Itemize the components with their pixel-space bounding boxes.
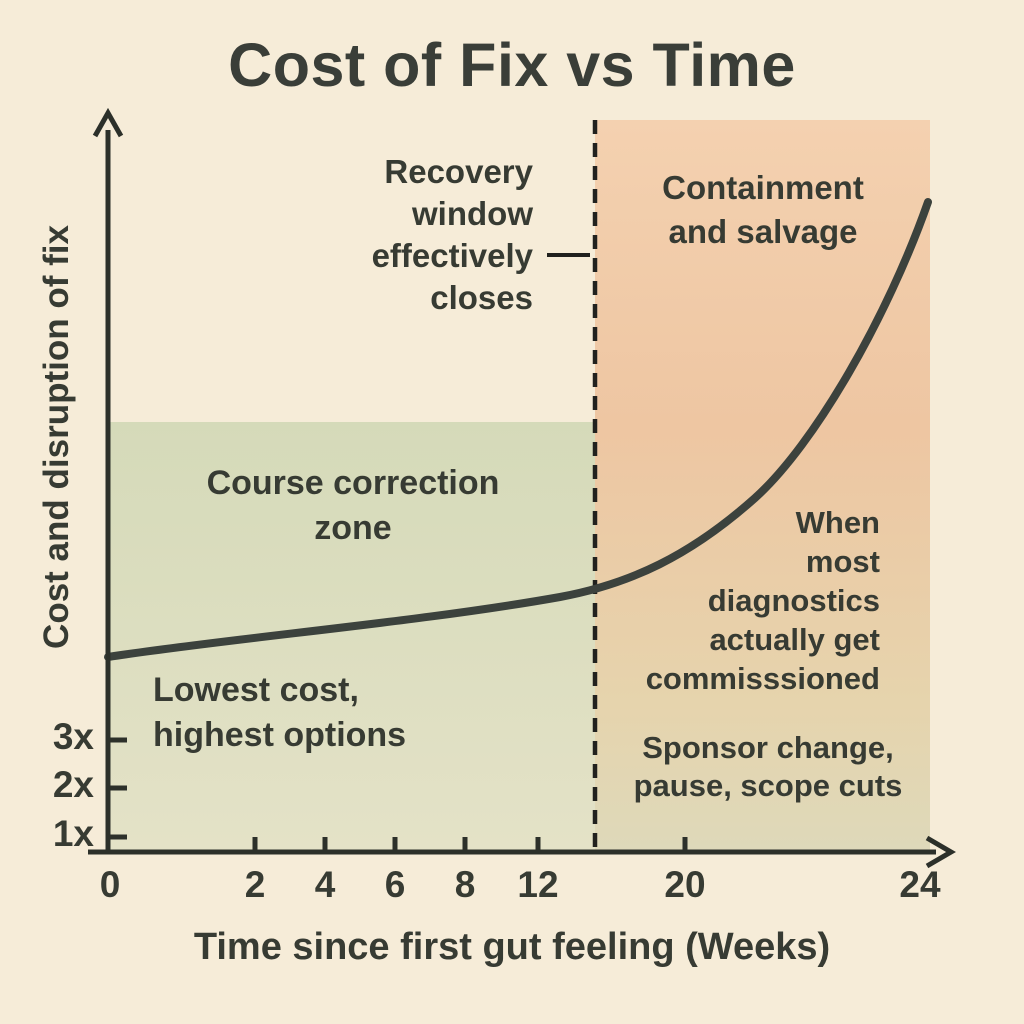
y-tick-label-2x: 2x (52, 764, 94, 805)
x-axis-arrowhead (925, 835, 956, 869)
y-axis-ticks (108, 737, 127, 840)
chart-title: Cost of Fix vs Time (228, 31, 796, 99)
x-tick-label-0: 0 (99, 864, 121, 905)
x-axis (88, 835, 956, 869)
annotation-course-correction-zone: Course correction zone (206, 464, 500, 547)
x-tick-label-4: 4 (314, 864, 336, 905)
y-tick-label-3x: 3x (52, 716, 94, 757)
x-tick-label-6: 6 (384, 864, 406, 905)
annotation-containment-salvage: Containment and salvage (662, 169, 864, 250)
y-axis (92, 107, 127, 854)
annotation-when-diagnostics: When most diagnostics actually get commi… (645, 505, 880, 696)
annotation-recovery-window: Recovery window effectively closes (371, 153, 533, 316)
course-correction-zone (108, 422, 595, 852)
x-tick-label-24: 24 (899, 864, 941, 905)
x-axis-title: Time since first gut feeling (Weeks) (193, 926, 831, 968)
x-tick-label-12: 12 (517, 864, 559, 905)
x-tick-label-20: 20 (664, 864, 706, 905)
annotation-lowest-cost: Lowest cost, highest options (153, 671, 407, 754)
x-tick-label-2: 2 (244, 864, 266, 905)
y-axis-arrowhead (92, 107, 124, 138)
annotation-sponsor-change: Sponsor change, pause, scope cuts (633, 730, 903, 803)
x-axis-ticks (252, 837, 688, 852)
y-axis-title: Cost and disruption of fix (37, 225, 76, 649)
x-tick-label-8: 8 (454, 864, 476, 905)
cost-curve (104, 198, 932, 661)
y-tick-label-1x: 1x (52, 813, 94, 854)
